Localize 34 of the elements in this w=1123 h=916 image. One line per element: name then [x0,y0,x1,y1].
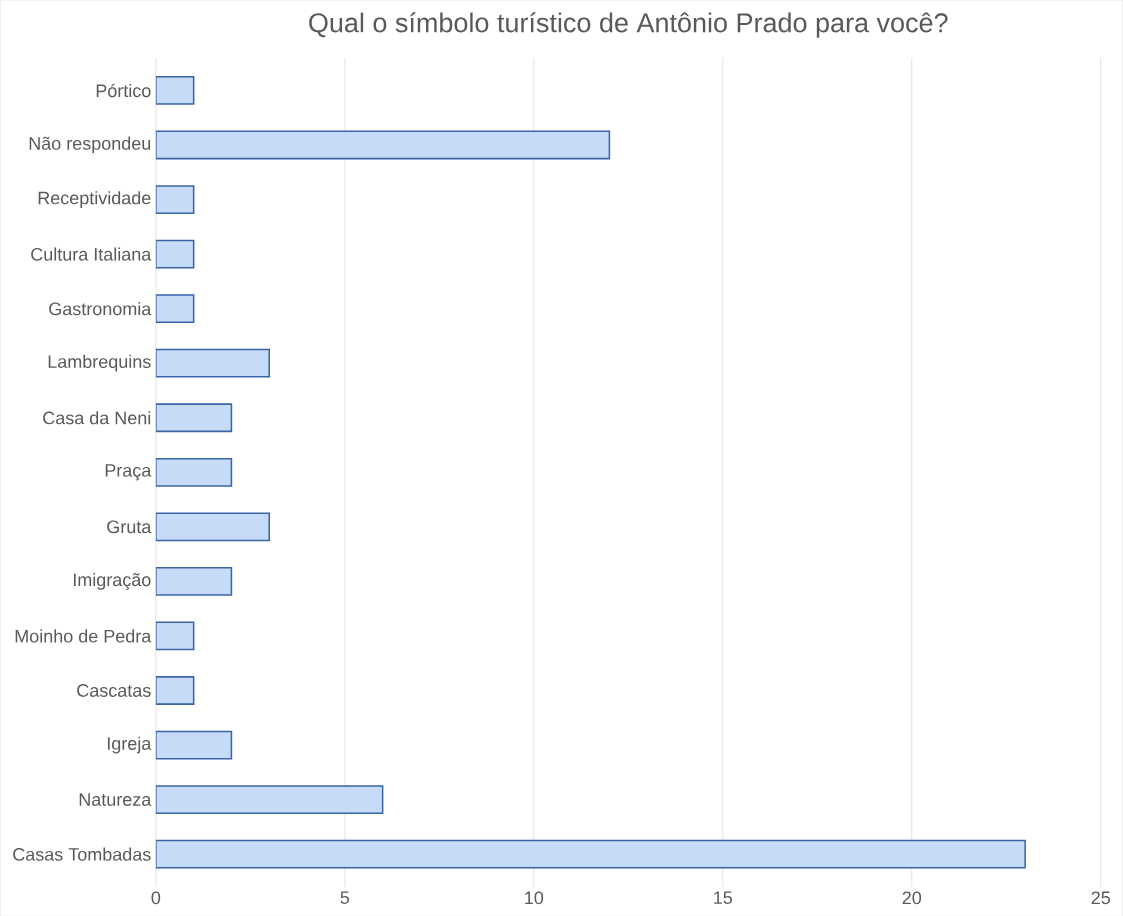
bar [155,457,233,487]
y-tick-label: Receptividade [38,190,151,208]
y-tick-label: Praça [105,464,152,481]
bar [155,621,195,651]
y-tick-label: Casas Tombadas [13,847,151,861]
bar [155,512,271,542]
y-tick-label: Gastronomia [49,301,152,316]
bar [155,348,271,378]
y-tick-label: Gruta [107,520,152,534]
y-tick-label: Não respondeu [29,136,151,154]
bar [155,294,195,323]
x-tick-label: 20 [902,891,922,904]
y-tick-label: Imigração [73,572,151,590]
bar [155,566,233,596]
x-tick-label: 15 [714,891,733,904]
y-tick-label: Pórtico [96,83,151,97]
x-tick-label: 0 [151,891,161,904]
y-tick-label: Moinho de Pedra [15,629,152,643]
bar [155,403,233,432]
y-tick-label: Natureza [79,793,152,806]
x-tick-label: 25 [1091,891,1110,904]
bar [155,730,233,760]
bar [155,130,611,160]
x-tick-label: 10 [525,891,544,904]
y-tick-label: Casa da Neni [43,410,151,425]
y-tick-label: Cultura Italiana [31,247,152,261]
y-tick-label: Igreja [107,736,152,754]
x-tick-label: 5 [340,891,350,904]
bar [155,785,384,814]
bar [155,239,195,269]
bar [155,839,1026,869]
chart-title: Qual o símbolo turístico de Antônio Prado para você? [309,12,948,38]
y-tick-label: Cascatas [77,683,151,697]
y-tick-label: Lambrequins [48,354,151,372]
